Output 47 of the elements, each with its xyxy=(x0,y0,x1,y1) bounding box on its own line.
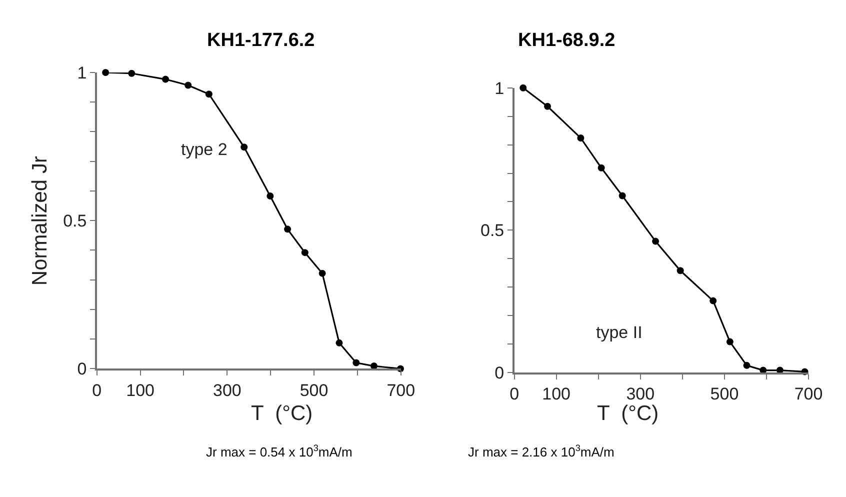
point xyxy=(266,192,274,200)
point xyxy=(240,144,248,151)
chart-title: KH1-177.6.2 xyxy=(207,30,315,51)
point xyxy=(520,84,527,92)
y-tick-label: 1 xyxy=(77,63,87,82)
point xyxy=(205,90,212,98)
x-tick-label: 700 xyxy=(386,380,416,400)
x-tick-label: 300 xyxy=(626,384,655,404)
x-tick-label: 0 xyxy=(92,380,102,400)
x-tick-label: 700 xyxy=(794,384,823,404)
point xyxy=(336,339,343,346)
point xyxy=(102,68,110,76)
point xyxy=(743,362,750,369)
x-tick-label: 0 xyxy=(510,384,520,404)
point xyxy=(301,249,308,256)
point xyxy=(184,82,192,89)
point xyxy=(676,267,684,274)
point xyxy=(710,297,717,304)
y-tick-label: 1 xyxy=(494,78,504,98)
point xyxy=(726,338,734,346)
x-tick-label: 100 xyxy=(126,380,155,400)
chart-title: KH1-68.9.2 xyxy=(518,30,616,51)
x-tick-label: 500 xyxy=(300,380,328,400)
y-tick-label: 0.5 xyxy=(480,221,504,240)
point xyxy=(598,164,605,172)
y-tick-label: 0 xyxy=(494,363,504,382)
y-tick-label: 0.5 xyxy=(63,212,87,231)
point xyxy=(284,226,292,233)
point xyxy=(318,270,326,277)
point xyxy=(577,134,584,142)
point xyxy=(128,70,136,77)
x-tick-label: 500 xyxy=(710,384,739,404)
x-axis-title: T (°C) xyxy=(597,402,659,425)
point xyxy=(352,359,360,366)
point xyxy=(544,102,552,110)
point xyxy=(652,238,660,245)
text: Jr max = 0.54 x 10$^{3}$mA/m xyxy=(206,443,352,460)
point xyxy=(618,192,626,200)
point xyxy=(162,76,170,83)
x-axis-title: T (°C) xyxy=(251,402,313,425)
x-tick-label: 300 xyxy=(212,380,242,400)
x-tick-label: 100 xyxy=(542,384,571,404)
annotation: type 2 xyxy=(181,140,228,159)
y-tick-label: 0 xyxy=(77,360,87,379)
y-axis-title: Normalized Jr xyxy=(28,156,52,286)
annotation: type II xyxy=(596,323,642,342)
text: Jr max = 2.16 x 10$^{3}$mA/m xyxy=(468,443,614,460)
